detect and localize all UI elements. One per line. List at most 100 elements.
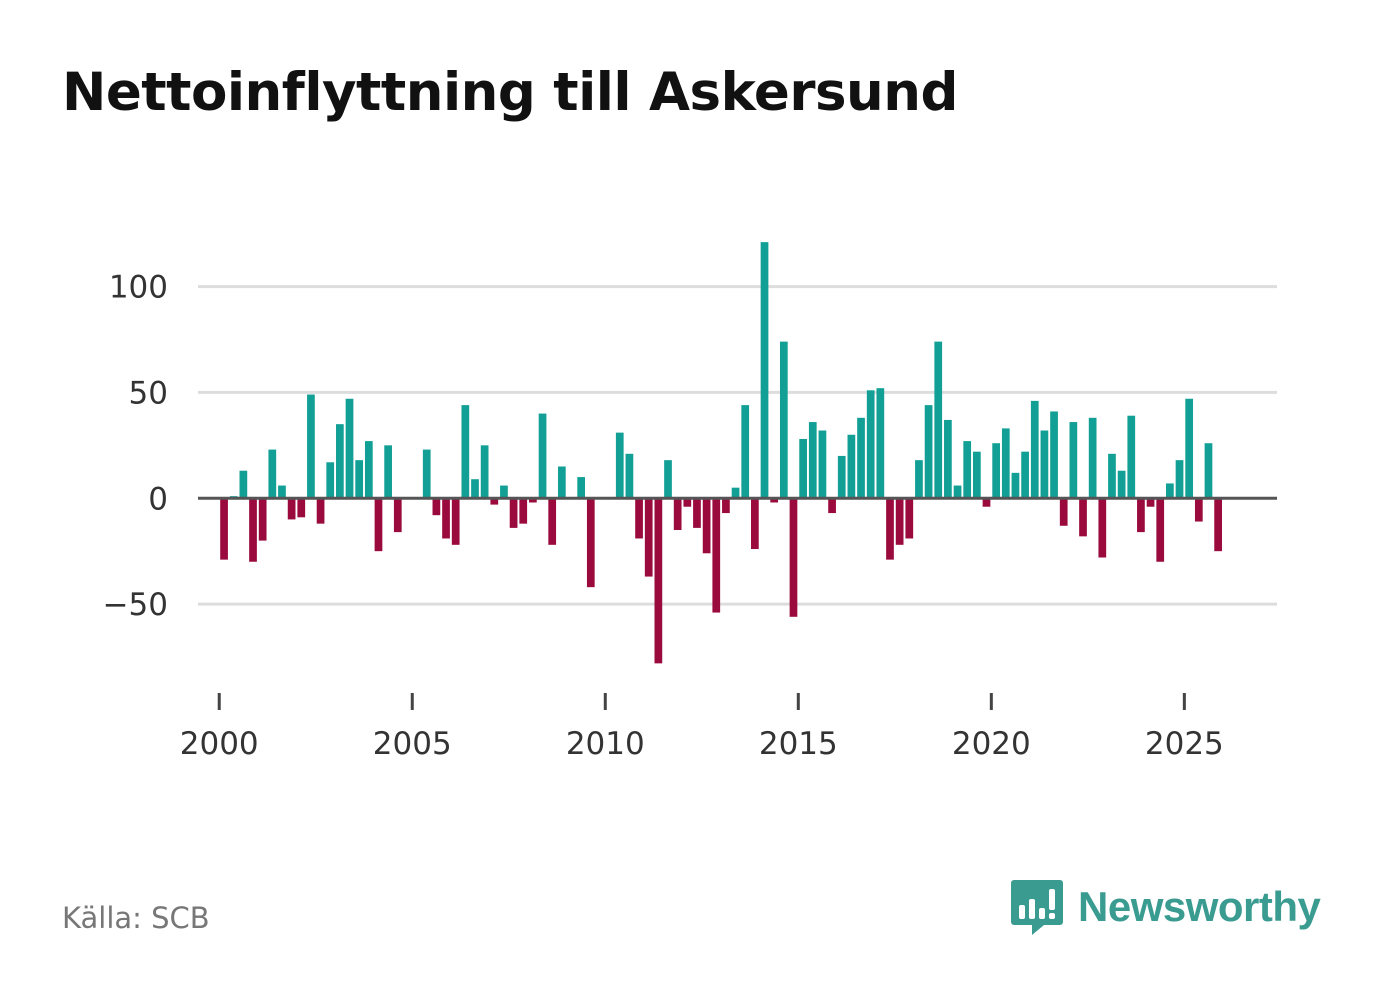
- bar: [480, 445, 489, 499]
- bar: [1001, 428, 1010, 499]
- x-tick-label: 2025: [1145, 726, 1224, 762]
- bar: [1011, 472, 1020, 499]
- x-tick-label: 2020: [952, 726, 1031, 762]
- bar: [924, 405, 933, 499]
- bar: [297, 498, 306, 518]
- bar: [992, 443, 1001, 499]
- bar: [1146, 498, 1155, 507]
- bar: [857, 417, 865, 499]
- bar: [1175, 460, 1184, 499]
- y-axis-labels: −50 0 50 100: [103, 270, 168, 624]
- bar: [529, 498, 537, 503]
- bar: [258, 498, 267, 541]
- bar: [336, 424, 344, 499]
- bar: [1050, 411, 1058, 499]
- bar: [278, 485, 286, 499]
- bar: [519, 498, 528, 524]
- bar: [548, 498, 557, 545]
- bar: [355, 460, 364, 499]
- bar: [345, 398, 354, 499]
- bar: [422, 449, 431, 499]
- bar: [644, 498, 653, 577]
- bar: [722, 498, 730, 514]
- bar: [625, 453, 634, 499]
- bar: [1137, 498, 1145, 533]
- bar: [944, 419, 952, 499]
- x-tick-label: 2015: [759, 726, 838, 762]
- bar: [1117, 470, 1126, 499]
- bar-chart-speech-bubble-icon: [1011, 880, 1063, 935]
- source-note: Källa: SCB: [62, 901, 210, 935]
- bar: [220, 498, 228, 560]
- bar: [287, 498, 296, 520]
- chart-title: Nettoinflyttning till Askersund: [62, 62, 958, 123]
- bar: [461, 405, 470, 499]
- x-tick-label: 2005: [373, 726, 452, 762]
- bar: [1021, 451, 1029, 499]
- bar: [1040, 430, 1049, 499]
- bar: [693, 498, 701, 528]
- bar: [751, 498, 759, 550]
- bar: [972, 451, 981, 499]
- y-tick-label: 50: [129, 375, 168, 411]
- bar: [760, 242, 769, 499]
- bar: [702, 498, 711, 554]
- bar: [1069, 422, 1078, 499]
- bar: [635, 498, 643, 539]
- bar: [808, 422, 817, 499]
- bar: [895, 498, 904, 545]
- y-tick-label: 0: [148, 481, 168, 517]
- bar: [500, 485, 508, 499]
- x-tick-label: 2010: [566, 726, 645, 762]
- bar: [664, 460, 672, 499]
- bar: [876, 388, 885, 499]
- bar: [789, 498, 798, 617]
- bar: [490, 498, 499, 505]
- bar: [837, 455, 846, 499]
- bar: [442, 498, 450, 539]
- brand-name: Newsworthy: [1078, 883, 1321, 930]
- bar: [905, 498, 914, 539]
- bar: [770, 498, 779, 503]
- x-axis: 2000 2005 2010 2015 2020 2025: [180, 693, 1224, 762]
- bar: [847, 434, 856, 499]
- bar: [1156, 498, 1165, 562]
- bar: [779, 341, 788, 499]
- bar: [615, 432, 624, 499]
- bar: [432, 498, 441, 516]
- bar: [1079, 498, 1087, 537]
- bar: [654, 498, 663, 664]
- bar: [915, 460, 923, 499]
- bar: [1127, 415, 1136, 499]
- bar: [1098, 498, 1107, 558]
- bar: [1194, 498, 1203, 522]
- bar: [673, 498, 682, 530]
- bar: [393, 498, 402, 533]
- bar: [818, 430, 827, 499]
- bar: [249, 498, 257, 562]
- bar: [538, 413, 547, 499]
- bars: [220, 242, 1222, 664]
- bar: [268, 449, 277, 499]
- bar: [683, 498, 692, 507]
- bar: [1166, 483, 1174, 499]
- bar: [364, 441, 373, 499]
- bar: [374, 498, 383, 552]
- bar: [316, 498, 325, 524]
- bar: [963, 441, 972, 499]
- bar: [731, 487, 740, 499]
- bar: [1059, 498, 1068, 526]
- bar: [509, 498, 518, 528]
- bar: [239, 470, 248, 499]
- bar: [799, 438, 807, 499]
- bar: [741, 405, 750, 499]
- y-tick-label: −50: [103, 587, 168, 623]
- bar: [934, 341, 943, 499]
- bar: [1214, 498, 1222, 552]
- bar: [451, 498, 460, 545]
- bar: [1030, 400, 1039, 499]
- bar: [1088, 417, 1097, 499]
- gridlines: [198, 285, 1277, 606]
- bar: [982, 498, 991, 507]
